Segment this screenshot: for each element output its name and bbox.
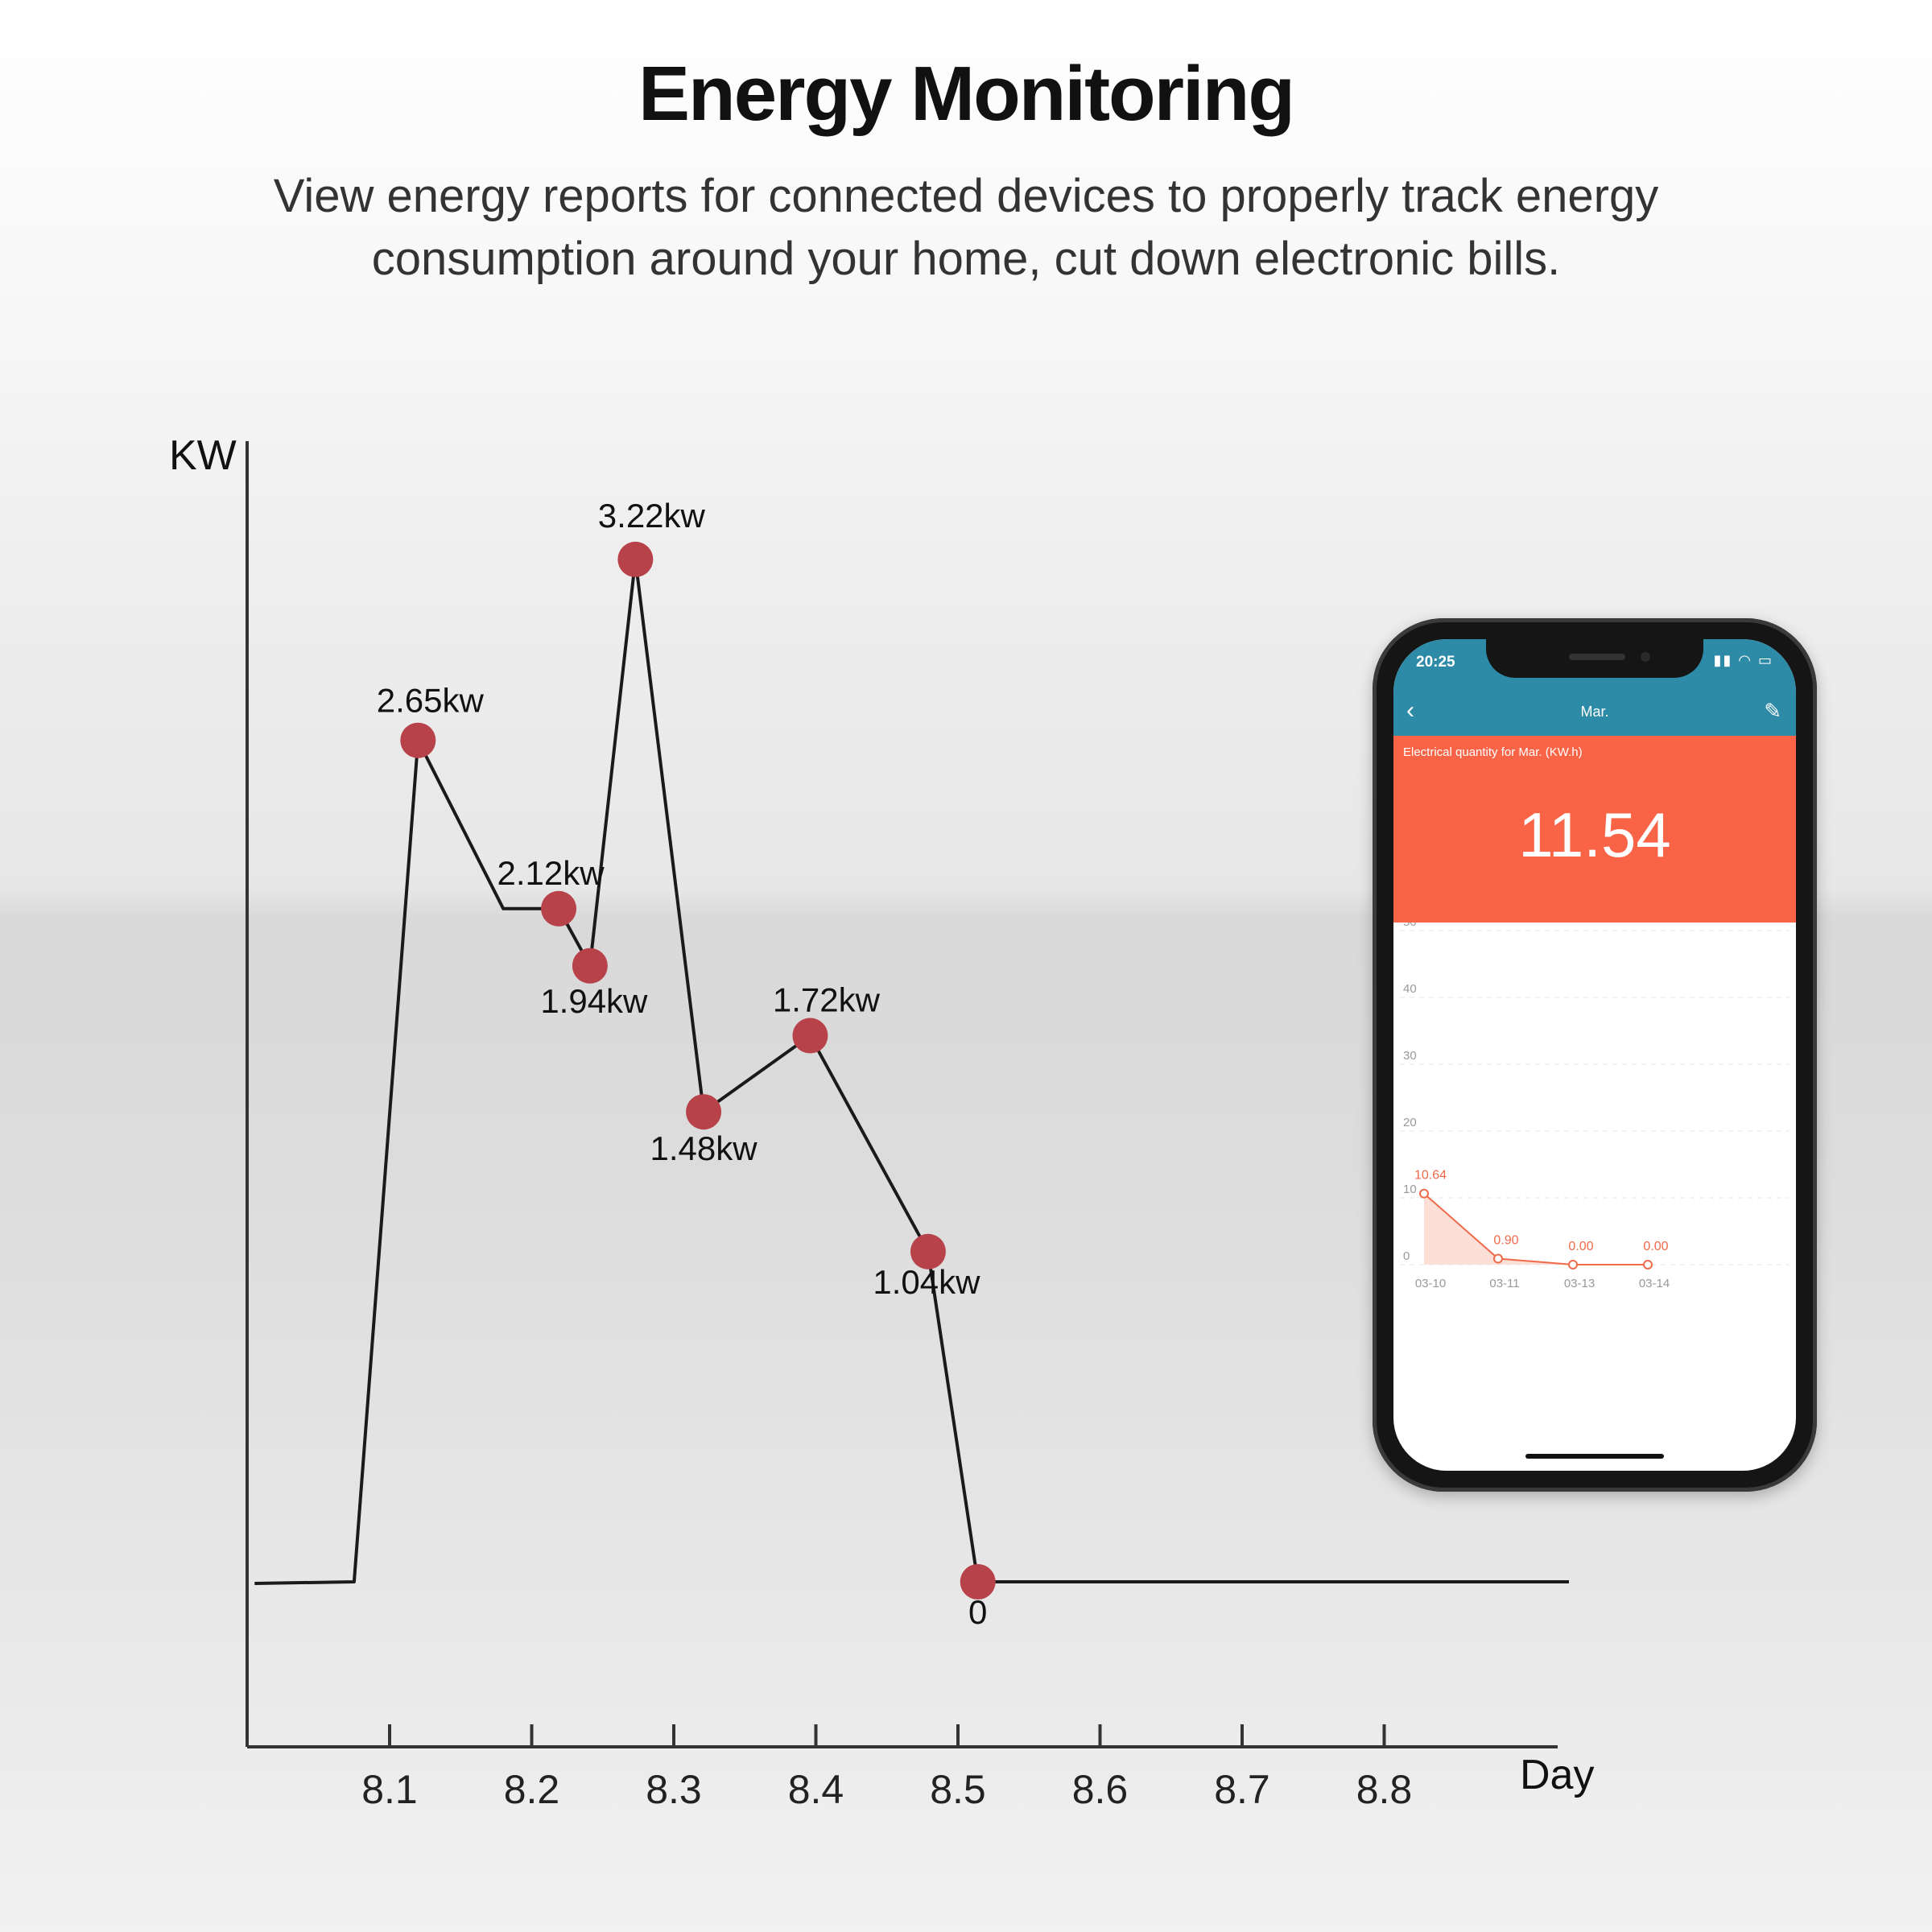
summary-value: 11.54 xyxy=(1518,799,1671,870)
data-point-label: 1.94kw xyxy=(540,982,648,1020)
data-point-marker xyxy=(400,722,436,758)
speaker-grille xyxy=(1569,654,1625,660)
phone-notch xyxy=(1486,639,1703,678)
subtitle-line-2: consumption around your home, cut down e… xyxy=(371,233,1561,285)
chart-axes xyxy=(246,441,1558,1748)
x-axis-ticks: 8.1 8.2 8.3 8.4 8.5 8.6 8.7 8.8 xyxy=(361,1724,1412,1812)
status-time: 20:25 xyxy=(1416,654,1455,671)
data-point-marker xyxy=(572,947,608,984)
x-tick-label: 8.1 xyxy=(361,1767,418,1812)
phone-mockup: 20:25 ▮▮ ◠ ▭ ‹ Mar. ✎ Electrical quantit… xyxy=(1373,618,1817,1492)
monthly-usage-chart: 50 40 30 20 10 0 10.64 03-10 0.90 03-11 0.00 03-13 0… xyxy=(1400,923,1790,1290)
mini-y-tick-label: 40 xyxy=(1403,982,1417,996)
data-point-label: 2.12kw xyxy=(497,854,605,892)
mini-data-point xyxy=(1568,1260,1578,1269)
camera-icon xyxy=(1641,652,1650,662)
nav-title: Mar. xyxy=(1580,704,1609,720)
mini-series-line xyxy=(1423,1192,1648,1265)
mini-y-tick-label: 10 xyxy=(1403,1183,1417,1196)
mini-value-label: 10.64 xyxy=(1414,1169,1447,1183)
data-point-label: 2.65kw xyxy=(377,682,485,720)
mini-value-label: 0.00 xyxy=(1568,1240,1593,1253)
home-indicator xyxy=(1525,1454,1664,1459)
data-point-marker xyxy=(541,890,577,927)
mini-area-fill xyxy=(1424,1193,1648,1265)
x-tick-label: 8.3 xyxy=(646,1767,702,1812)
mini-x-tick-label: 03-13 xyxy=(1564,1277,1595,1290)
phone-screen: 20:25 ▮▮ ◠ ▭ ‹ Mar. ✎ Electrical quantit… xyxy=(1393,639,1796,1471)
x-tick-label: 8.5 xyxy=(930,1767,986,1812)
page-subtitle: View energy reports for connected device… xyxy=(242,165,1690,291)
signal-wifi-battery-icon: ▮▮ ◠ ▭ xyxy=(1713,652,1773,668)
mini-x-tick-label: 03-10 xyxy=(1415,1277,1446,1290)
data-point-marker xyxy=(617,541,654,577)
x-tick-label: 8.6 xyxy=(1072,1767,1129,1812)
data-point-label: 1.48kw xyxy=(650,1129,758,1167)
x-tick-label: 8.7 xyxy=(1214,1767,1270,1812)
app-nav-bar: ‹ Mar. ✎ xyxy=(1393,687,1796,736)
data-labels: 2.65kw 2.12kw 1.94kw 3.22kw 1.48kw 1.72kw 1.04… xyxy=(377,497,988,1631)
data-point-label: 3.22kw xyxy=(598,497,706,535)
data-point-label: 1.72kw xyxy=(773,981,881,1019)
mini-x-tick-label: 03-11 xyxy=(1489,1277,1519,1290)
y-axis-title: KW xyxy=(169,432,237,479)
edit-icon[interactable]: ✎ xyxy=(1764,699,1781,723)
chevron-left-icon[interactable]: ‹ xyxy=(1406,697,1414,724)
x-tick-label: 8.4 xyxy=(788,1767,844,1812)
mini-x-tick-label: 03-14 xyxy=(1639,1277,1670,1290)
mini-y-tick-label: 50 xyxy=(1403,923,1417,929)
mini-chart-labels: 50 40 30 20 10 0 10.64 03-10 0.90 03-11 0.00 03-13 0… xyxy=(1403,923,1670,1290)
mini-y-tick-label: 0 xyxy=(1403,1249,1410,1263)
data-point-marker xyxy=(960,1564,996,1600)
data-point-label: 1.04kw xyxy=(873,1263,980,1301)
summary-label: Electrical quantity for Mar. (KW.h) xyxy=(1403,745,1583,759)
mini-y-tick-label: 30 xyxy=(1403,1049,1417,1063)
mini-data-point xyxy=(1493,1253,1503,1264)
mini-value-label: 0.90 xyxy=(1493,1234,1518,1248)
energy-series-line xyxy=(254,557,1569,1585)
mini-chart-series xyxy=(1419,1188,1653,1269)
mini-value-label: 0.00 xyxy=(1643,1240,1668,1253)
data-point-marker xyxy=(686,1094,722,1130)
page-title: Energy Monitoring xyxy=(638,51,1295,137)
x-tick-label: 8.8 xyxy=(1356,1767,1413,1812)
subtitle-line-1: View energy reports for connected device… xyxy=(273,170,1659,222)
data-point-marker xyxy=(910,1233,946,1269)
x-tick-label: 8.2 xyxy=(504,1767,560,1812)
x-axis-title: Day xyxy=(1520,1752,1594,1798)
data-point-marker xyxy=(792,1018,828,1054)
data-point-label: 0 xyxy=(968,1593,987,1631)
mini-data-point xyxy=(1643,1260,1653,1269)
mini-chart-grid xyxy=(1400,930,1790,1265)
mini-y-tick-label: 20 xyxy=(1403,1116,1417,1129)
mini-data-point xyxy=(1419,1188,1429,1199)
energy-summary-panel: Electrical quantity for Mar. (KW.h) 11.5… xyxy=(1393,736,1796,923)
chart-series xyxy=(254,541,1569,1600)
